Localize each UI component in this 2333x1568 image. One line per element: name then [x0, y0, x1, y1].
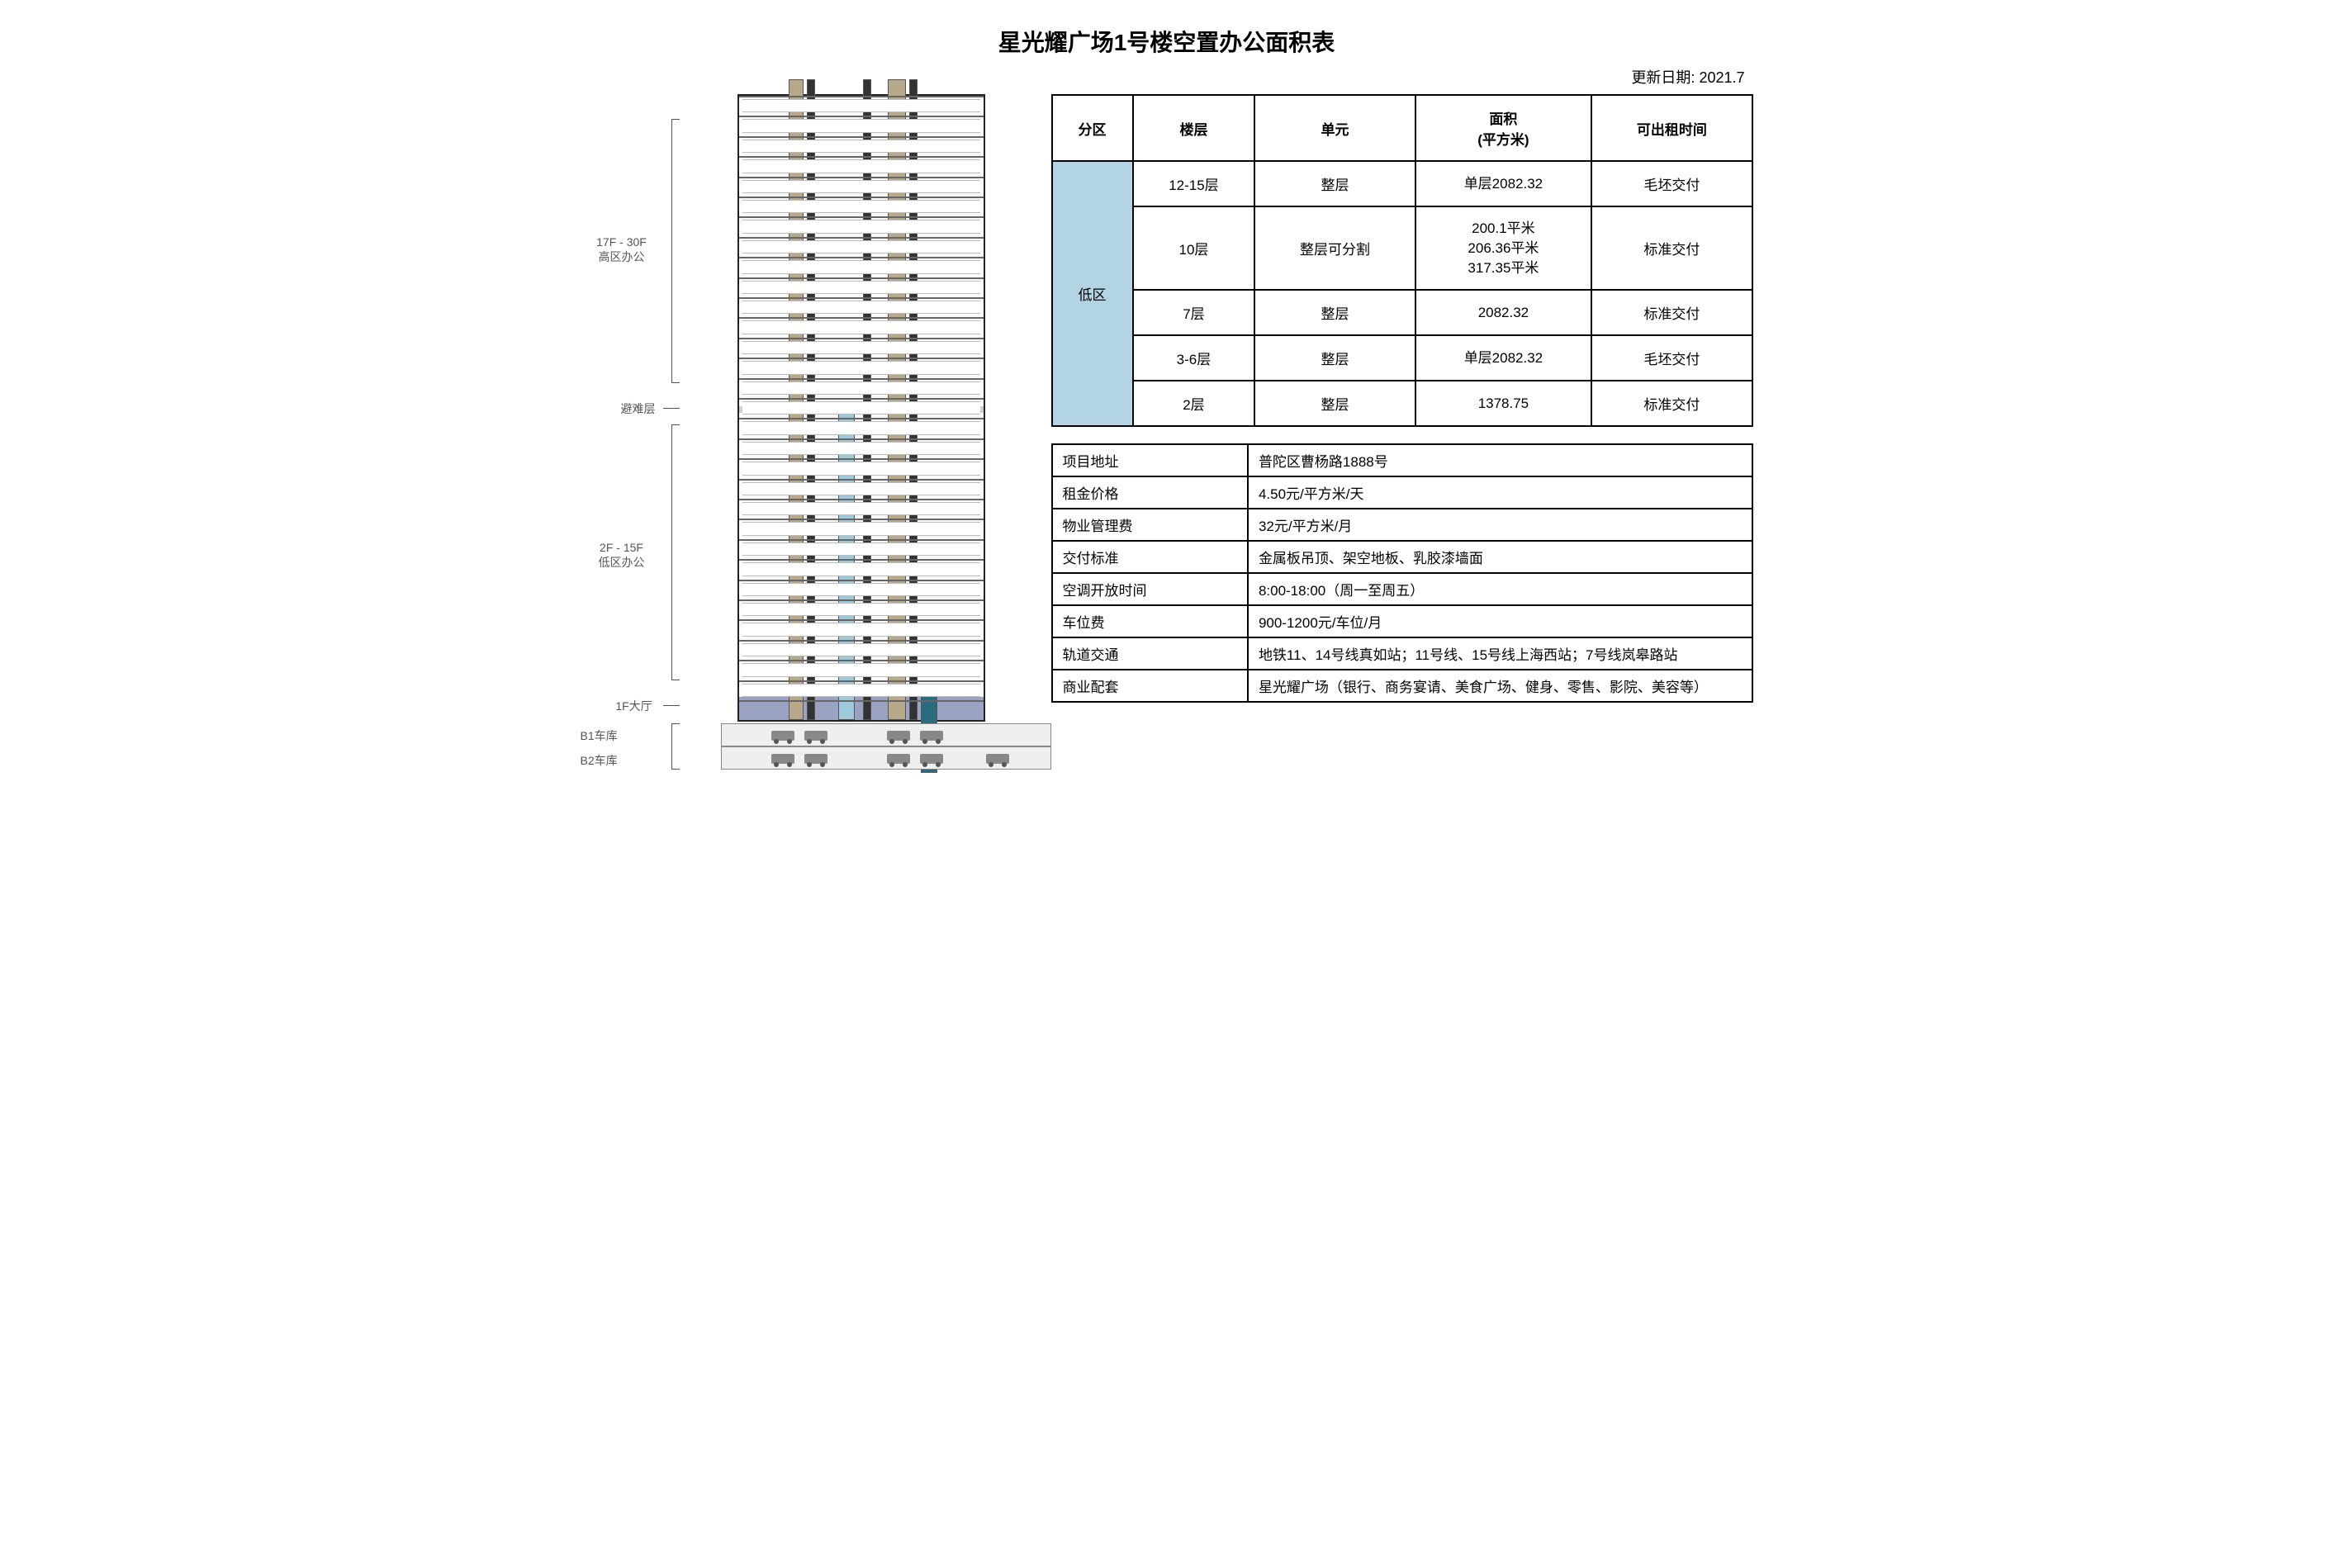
label-high-zone: 17F - 30F 高区办公 [581, 234, 663, 264]
info-value: 8:00-18:00（周一至周五） [1248, 573, 1752, 605]
vacancy-cell-avail: 标准交付 [1591, 381, 1752, 426]
vacancy-row: 3-6层整层单层2082.32毛坯交付 [1052, 335, 1752, 381]
vacancy-cell-floor: 7层 [1133, 290, 1255, 335]
vacancy-cell-unit: 整层 [1254, 161, 1415, 206]
info-key: 车位费 [1052, 605, 1248, 637]
info-value: 普陀区曹杨路1888号 [1248, 444, 1752, 476]
vacancy-cell-avail: 毛坯交付 [1591, 335, 1752, 381]
info-key: 交付标准 [1052, 541, 1248, 573]
vacancy-cell-unit: 整层 [1254, 335, 1415, 381]
info-row: 轨道交通地铁11、14号线真如站；11号线、15号线上海西站；7号线岚皋路站 [1052, 637, 1752, 670]
vacancy-cell-unit: 整层可分割 [1254, 206, 1415, 290]
vacancy-cell-floor: 12-15层 [1133, 161, 1255, 206]
info-value: 4.50元/平方米/天 [1248, 476, 1752, 509]
page-title: 星光耀广场1号楼空置办公面积表 [581, 25, 1753, 58]
info-row: 项目地址普陀区曹杨路1888号 [1052, 444, 1752, 476]
vacancy-cell-area: 200.1平米 206.36平米 317.35平米 [1415, 206, 1592, 290]
vacancy-header: 面积 (平方米) [1415, 95, 1592, 161]
label-refuge: 避难层 [597, 401, 680, 416]
info-key: 物业管理费 [1052, 509, 1248, 541]
vacancy-cell-area: 2082.32 [1415, 290, 1592, 335]
vacancy-cell-unit: 整层 [1254, 381, 1415, 426]
vacancy-cell-area: 单层2082.32 [1415, 335, 1592, 381]
vacancy-row: 7层整层2082.32标准交付 [1052, 290, 1752, 335]
vacancy-header: 分区 [1052, 95, 1133, 161]
vacancy-cell-avail: 标准交付 [1591, 290, 1752, 335]
label-lobby: 1F大厅 [593, 699, 676, 713]
vacancy-header: 单元 [1254, 95, 1415, 161]
vacancy-cell-unit: 整层 [1254, 290, 1415, 335]
info-value: 地铁11、14号线真如站；11号线、15号线上海西站；7号线岚皋路站 [1248, 637, 1752, 670]
info-key: 租金价格 [1052, 476, 1248, 509]
vacancy-cell-floor: 2层 [1133, 381, 1255, 426]
info-key: 项目地址 [1052, 444, 1248, 476]
vacancy-cell-floor: 3-6层 [1133, 335, 1255, 381]
info-key: 轨道交通 [1052, 637, 1248, 670]
info-row: 车位费900-1200元/车位/月 [1052, 605, 1752, 637]
info-row: 空调开放时间8:00-18:00（周一至周五） [1052, 573, 1752, 605]
vacancy-cell-floor: 10层 [1133, 206, 1255, 290]
label-b2: B2车库 [581, 753, 663, 768]
vacancy-cell-avail: 标准交付 [1591, 206, 1752, 290]
info-value: 900-1200元/车位/月 [1248, 605, 1752, 637]
info-value: 星光耀广场（银行、商务宴请、美食广场、健身、零售、影院、美容等） [1248, 670, 1752, 702]
label-b1: B1车库 [581, 728, 663, 743]
vacancy-row: 2层整层1378.75标准交付 [1052, 381, 1752, 426]
info-key: 商业配套 [1052, 670, 1248, 702]
info-value: 金属板吊顶、架空地板、乳胶漆墙面 [1248, 541, 1752, 573]
update-date: 更新日期: 2021.7 [581, 66, 1753, 88]
info-row: 商业配套星光耀广场（银行、商务宴请、美食广场、健身、零售、影院、美容等） [1052, 670, 1752, 702]
vacancy-header: 可出租时间 [1591, 95, 1752, 161]
info-row: 租金价格4.50元/平方米/天 [1052, 476, 1752, 509]
info-value: 32元/平方米/月 [1248, 509, 1752, 541]
vacancy-cell-area: 单层2082.32 [1415, 161, 1592, 206]
info-row: 物业管理费32元/平方米/月 [1052, 509, 1752, 541]
vacancy-table: 分区楼层单元面积 (平方米)可出租时间 低区12-15层整层单层2082.32毛… [1051, 94, 1753, 427]
info-key: 空调开放时间 [1052, 573, 1248, 605]
building-elevation: 17F - 30F 高区办公 避难层 2F - 15F 低区办公 1F大厅 B1… [581, 94, 1027, 788]
zone-cell: 低区 [1052, 161, 1133, 426]
info-table: 项目地址普陀区曹杨路1888号租金价格4.50元/平方米/天物业管理费32元/平… [1051, 443, 1753, 703]
vacancy-row: 10层整层可分割200.1平米 206.36平米 317.35平米标准交付 [1052, 206, 1752, 290]
vacancy-cell-area: 1378.75 [1415, 381, 1592, 426]
vacancy-row: 低区12-15层整层单层2082.32毛坯交付 [1052, 161, 1752, 206]
vacancy-header: 楼层 [1133, 95, 1255, 161]
info-row: 交付标准金属板吊顶、架空地板、乳胶漆墙面 [1052, 541, 1752, 573]
vacancy-cell-avail: 毛坯交付 [1591, 161, 1752, 206]
label-low-zone: 2F - 15F 低区办公 [581, 540, 663, 570]
